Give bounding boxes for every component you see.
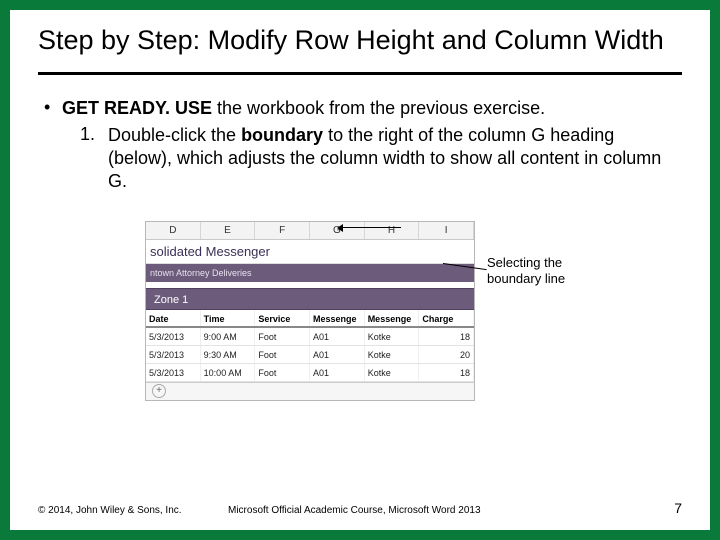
step-pre: Double-click the bbox=[108, 125, 241, 145]
cell: 20 bbox=[419, 346, 474, 363]
figure-wrap: D E F G H I solidated Messenger ntown At… bbox=[44, 221, 676, 401]
footer-page: 7 bbox=[652, 500, 682, 516]
cell: A01 bbox=[310, 328, 365, 345]
section-band-2: Zone 1 bbox=[146, 288, 474, 310]
cell: 10:00 AM bbox=[201, 364, 256, 381]
col-I: I bbox=[419, 222, 474, 239]
section-band-1: ntown Attorney Deliveries bbox=[146, 264, 474, 282]
bullet-lead-bold: GET READY. USE bbox=[62, 98, 212, 118]
title-block: Step by Step: Modify Row Height and Colu… bbox=[10, 10, 710, 64]
bullet-lead-rest: the workbook from the previous exercise. bbox=[212, 98, 545, 118]
figure: D E F G H I solidated Messenger ntown At… bbox=[145, 221, 575, 401]
cell: 5/3/2013 bbox=[146, 364, 201, 381]
step-1: 1. Double-click the boundary to the righ… bbox=[44, 124, 676, 193]
sheet-tab-bar: + bbox=[146, 382, 474, 400]
cell: Kotke bbox=[365, 328, 420, 345]
hdr-date: Date bbox=[146, 310, 201, 326]
cell: Kotke bbox=[365, 346, 420, 363]
table-header-row: Date Time Service Messenge Messenge Char… bbox=[146, 310, 474, 328]
col-F: F bbox=[255, 222, 310, 239]
cell: 18 bbox=[419, 364, 474, 381]
step-text: Double-click the boundary to the right o… bbox=[108, 124, 676, 193]
hdr-service: Service bbox=[255, 310, 310, 326]
col-H: H bbox=[365, 222, 420, 239]
cell: 18 bbox=[419, 328, 474, 345]
table-row: 5/3/2013 9:00 AM Foot A01 Kotke 18 bbox=[146, 328, 474, 346]
slide: Step by Step: Modify Row Height and Colu… bbox=[10, 10, 710, 530]
bullet-text: GET READY. USE the workbook from the pre… bbox=[62, 97, 676, 120]
content-area: • GET READY. USE the workbook from the p… bbox=[10, 75, 710, 401]
footer: © 2014, John Wiley & Sons, Inc. Microsof… bbox=[38, 500, 682, 516]
col-E: E bbox=[201, 222, 256, 239]
cell: 5/3/2013 bbox=[146, 346, 201, 363]
hdr-charge: Charge bbox=[419, 310, 474, 326]
hdr-msg2: Messenge bbox=[365, 310, 420, 326]
slide-title: Step by Step: Modify Row Height and Colu… bbox=[38, 24, 682, 56]
cell: Foot bbox=[255, 364, 310, 381]
col-D: D bbox=[146, 222, 201, 239]
footer-copyright: © 2014, John Wiley & Sons, Inc. bbox=[38, 505, 228, 516]
hdr-time: Time bbox=[201, 310, 256, 326]
step-number: 1. bbox=[80, 124, 108, 193]
step-bold: boundary bbox=[241, 125, 323, 145]
arrow-icon bbox=[341, 227, 401, 229]
new-sheet-icon: + bbox=[152, 384, 166, 398]
hdr-msg1: Messenge bbox=[310, 310, 365, 326]
cell: A01 bbox=[310, 346, 365, 363]
footer-course: Microsoft Official Academic Course, Micr… bbox=[228, 505, 652, 516]
cell: Foot bbox=[255, 346, 310, 363]
cell: 9:30 AM bbox=[201, 346, 256, 363]
callout-label: Selecting the boundary line bbox=[487, 255, 597, 286]
table-row: 5/3/2013 9:30 AM Foot A01 Kotke 20 bbox=[146, 346, 474, 364]
workbook-title: solidated Messenger bbox=[146, 240, 474, 264]
cell: A01 bbox=[310, 364, 365, 381]
bullet-marker: • bbox=[44, 97, 62, 120]
cell: Kotke bbox=[365, 364, 420, 381]
column-headers: D E F G H I bbox=[146, 222, 474, 240]
cell: 9:00 AM bbox=[201, 328, 256, 345]
bullet-item: • GET READY. USE the workbook from the p… bbox=[44, 97, 676, 120]
cell: 5/3/2013 bbox=[146, 328, 201, 345]
spreadsheet-snippet: D E F G H I solidated Messenger ntown At… bbox=[145, 221, 475, 401]
cell: Foot bbox=[255, 328, 310, 345]
table-row: 5/3/2013 10:00 AM Foot A01 Kotke 18 bbox=[146, 364, 474, 382]
